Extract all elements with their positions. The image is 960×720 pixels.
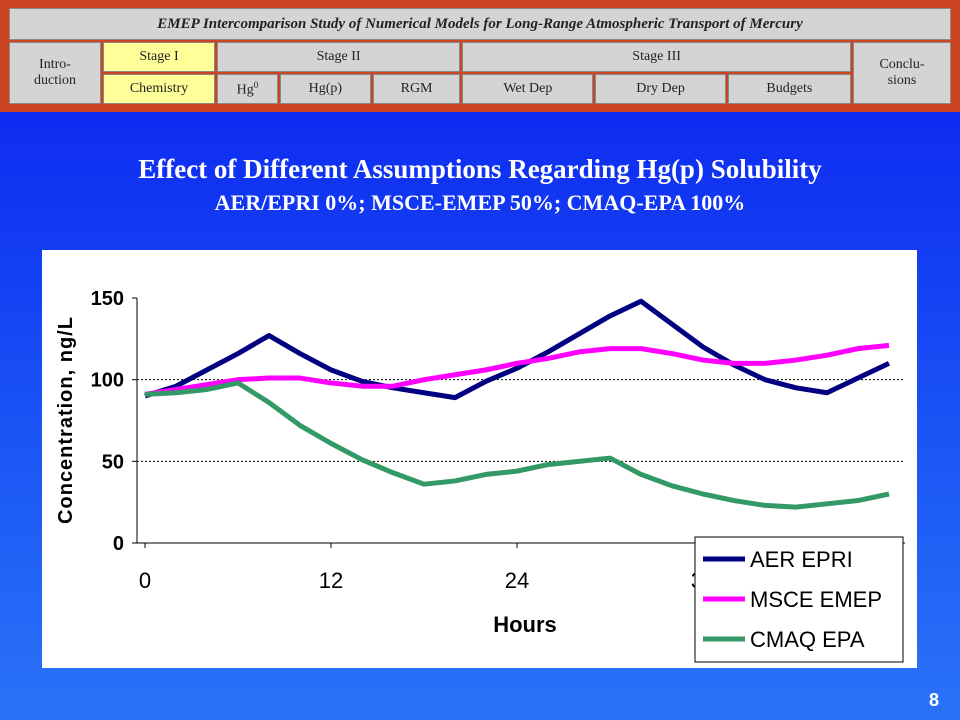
nav-topic[interactable]: Budgets [727, 74, 851, 104]
slide-title: Effect of Different Assumptions Regardin… [138, 154, 822, 184]
nav-text: Intro- [39, 57, 71, 72]
nav-intro[interactable]: Intro-duction [9, 42, 101, 104]
slide-subtitle: AER/EPRI 0%; MSCE-EMEP 50%; CMAQ-EPA 100… [214, 190, 746, 215]
legend-label: AER EPRI [750, 547, 853, 572]
page-number: 8 [928, 690, 939, 710]
nav-text: Hg [236, 82, 254, 98]
y-tick-label: 100 [91, 370, 124, 392]
x-tick-label: 0 [139, 568, 151, 593]
nav-conclusions[interactable]: Conclu-sions [853, 42, 951, 104]
x-axis-label: Hours [493, 612, 557, 637]
nav-topic[interactable]: Hg0 [217, 74, 278, 104]
nav-topic[interactable]: Hg(p) [279, 74, 371, 104]
series-line [144, 380, 890, 510]
nav-text: Hg(p) [308, 81, 343, 96]
x-tick-label: 24 [505, 568, 529, 593]
y-tick-label: 150 [91, 288, 124, 310]
nav-topic[interactable]: RGM [372, 74, 461, 104]
header-title: EMEP Intercomparison Study of Numerical … [9, 8, 951, 40]
nav-stage[interactable]: Stage I [103, 42, 215, 72]
nav-topic[interactable]: Chemistry [103, 74, 215, 104]
nav-text: Wet Dep [503, 81, 553, 96]
nav-text: sions [887, 73, 917, 88]
nav-text: Conclu- [879, 57, 925, 72]
y-tick-label: 0 [113, 533, 124, 555]
series-line [144, 342, 890, 397]
nav-text: duction [34, 73, 76, 88]
nav-table: EMEP Intercomparison Study of Numerical … [7, 6, 953, 106]
nav-text: Chemistry [129, 81, 189, 96]
header: EMEP Intercomparison Study of Numerical … [0, 0, 960, 112]
y-axis-label: Concentration, ng/L [55, 316, 77, 524]
nav-topic[interactable]: Dry Dep [595, 74, 726, 104]
legend-label: CMAQ EPA [750, 627, 865, 652]
series-line [144, 298, 891, 401]
nav-text: Budgets [766, 81, 813, 96]
y-tick-label: 50 [102, 451, 124, 473]
legend-label: MSCE EMEP [750, 587, 882, 612]
nav-sup: 0 [253, 79, 259, 90]
nav-stage[interactable]: Stage II [217, 42, 461, 72]
nav-stage[interactable]: Stage III [462, 42, 851, 72]
nav-text: RGM [400, 81, 433, 96]
nav-topic[interactable]: Wet Dep [462, 74, 594, 104]
x-tick-label: 12 [319, 568, 343, 593]
nav-text: Dry Dep [636, 81, 685, 96]
